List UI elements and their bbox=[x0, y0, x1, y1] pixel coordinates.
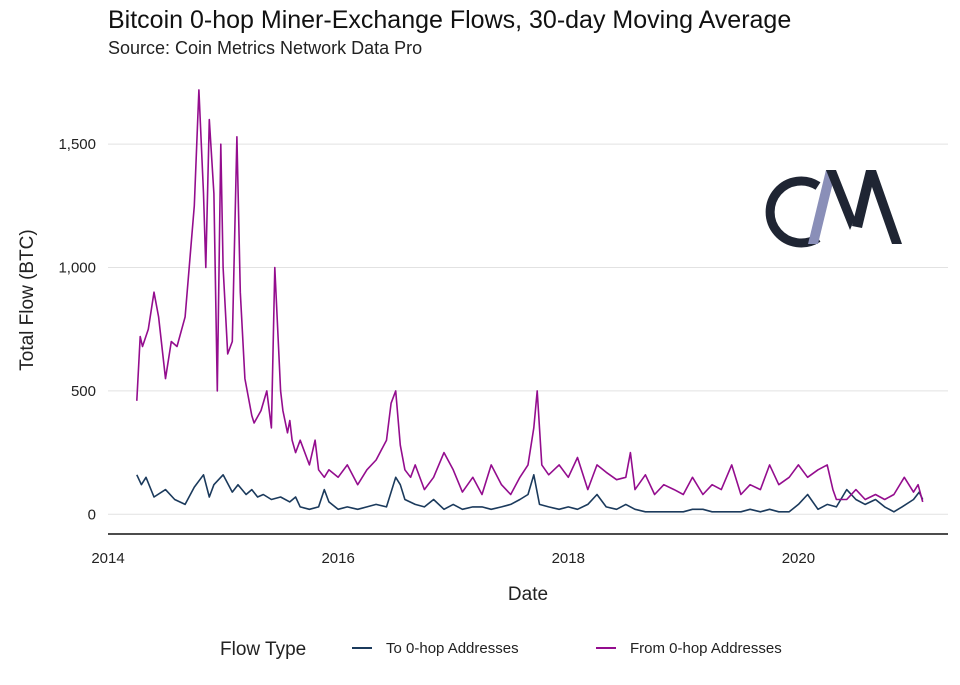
x-tick-label: 2020 bbox=[782, 550, 815, 567]
coin-metrics-logo bbox=[765, 170, 902, 248]
series-lines bbox=[136, 89, 924, 513]
series-line-to-0hop bbox=[136, 473, 924, 513]
y-tick-label: 1,500 bbox=[58, 136, 96, 153]
y-tick-label: 0 bbox=[88, 506, 96, 523]
x-tick-label: 2014 bbox=[91, 550, 124, 567]
chart-title: Bitcoin 0-hop Miner-Exchange Flows, 30-d… bbox=[108, 6, 791, 34]
y-axis-label: Total Flow (BTC) bbox=[17, 229, 38, 370]
y-tick-label: 1,000 bbox=[58, 260, 96, 277]
x-axis-ticks: 2014 2016 2018 2020 bbox=[91, 550, 815, 567]
x-tick-label: 2016 bbox=[321, 550, 354, 567]
y-tick-label: 500 bbox=[71, 383, 96, 400]
legend-title: Flow Type bbox=[220, 639, 306, 660]
chart-subtitle: Source: Coin Metrics Network Data Pro bbox=[108, 38, 422, 58]
x-axis-label: Date bbox=[508, 584, 548, 605]
x-tick-label: 2018 bbox=[552, 550, 585, 567]
series-line-from-0hop bbox=[136, 89, 924, 503]
legend-entry-to: To 0-hop Addresses bbox=[386, 640, 519, 657]
legend: Flow Type To 0-hop Addresses From 0-hop … bbox=[220, 639, 782, 660]
legend-entry-from: From 0-hop Addresses bbox=[630, 640, 782, 657]
y-axis-ticks: 0 500 1,000 1,500 bbox=[58, 136, 96, 523]
